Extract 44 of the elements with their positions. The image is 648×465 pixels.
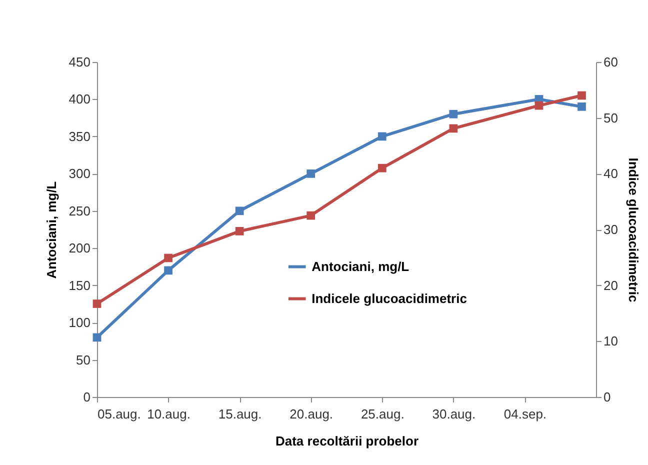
y-tick-label: 250 — [68, 203, 90, 218]
y-tick-label: 0 — [83, 390, 90, 404]
point — [306, 211, 316, 220]
y2-tick-label: 30 — [604, 222, 618, 237]
y-tick-label: 400 — [68, 92, 90, 107]
point — [306, 169, 316, 178]
x-tick-label: 30.aug. — [432, 406, 476, 422]
x-tick-label: 20.aug. — [290, 406, 334, 422]
point — [534, 101, 544, 110]
y-tick-label: 100 — [68, 315, 90, 330]
point — [164, 266, 172, 275]
point — [449, 124, 458, 133]
point — [92, 300, 102, 308]
y-tick-label: 450 — [68, 54, 90, 70]
x-tick-label: 10.aug. — [147, 406, 190, 422]
legend-label: Indicele glucoacidimetric — [312, 290, 467, 306]
point — [235, 206, 244, 216]
x-tick-label: 04.sep. — [504, 406, 547, 422]
y-tick-label: 350 — [68, 128, 90, 144]
point — [92, 333, 102, 342]
y-tick-label: 150 — [68, 278, 90, 293]
y-tick-label: 300 — [68, 166, 90, 182]
y-tick-label: 50 — [76, 352, 90, 368]
y2-tick-label: 60 — [604, 54, 618, 70]
point — [235, 226, 244, 236]
y2-tick-label: 0 — [604, 390, 611, 404]
y2-tick-label: 40 — [604, 166, 618, 182]
x-axis-title: Data recoltării probelor — [275, 434, 419, 448]
y-tick-label: 200 — [68, 240, 90, 256]
point — [449, 110, 458, 118]
point — [378, 164, 386, 172]
y-axis-title: Antociani, mg/L — [44, 181, 59, 279]
point — [164, 254, 172, 262]
y2-axis-title: Indice glucoacidimetric — [626, 158, 641, 302]
point — [378, 132, 386, 141]
x-tick-label: 05.aug. — [98, 406, 141, 422]
x-tick-label: 15.aug. — [218, 406, 262, 422]
y2-tick-label: 20 — [604, 278, 618, 293]
legend-label: Antociani, mg/L — [312, 258, 410, 274]
y2-tick-label: 10 — [604, 334, 618, 349]
point — [578, 91, 586, 100]
y2-tick-label: 50 — [604, 110, 618, 126]
x-tick-label: 25.aug. — [360, 406, 404, 422]
point — [578, 102, 586, 111]
